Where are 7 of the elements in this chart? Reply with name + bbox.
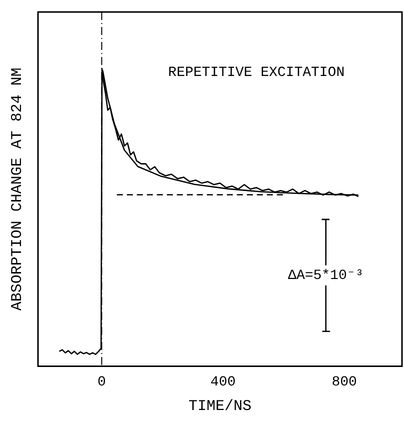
x-tick-label: 0 bbox=[97, 374, 106, 390]
annotation: ΔA=5*10⁻³ bbox=[288, 268, 364, 284]
x-tick-label: 400 bbox=[210, 374, 236, 390]
annotation: REPETITIVE EXCITATION bbox=[168, 64, 345, 81]
x-axis-title: TIME/NS bbox=[188, 398, 252, 415]
y-axis-title: ABSORPTION CHANGE AT 824 NM bbox=[8, 68, 26, 311]
x-tick-label: 800 bbox=[332, 374, 357, 390]
